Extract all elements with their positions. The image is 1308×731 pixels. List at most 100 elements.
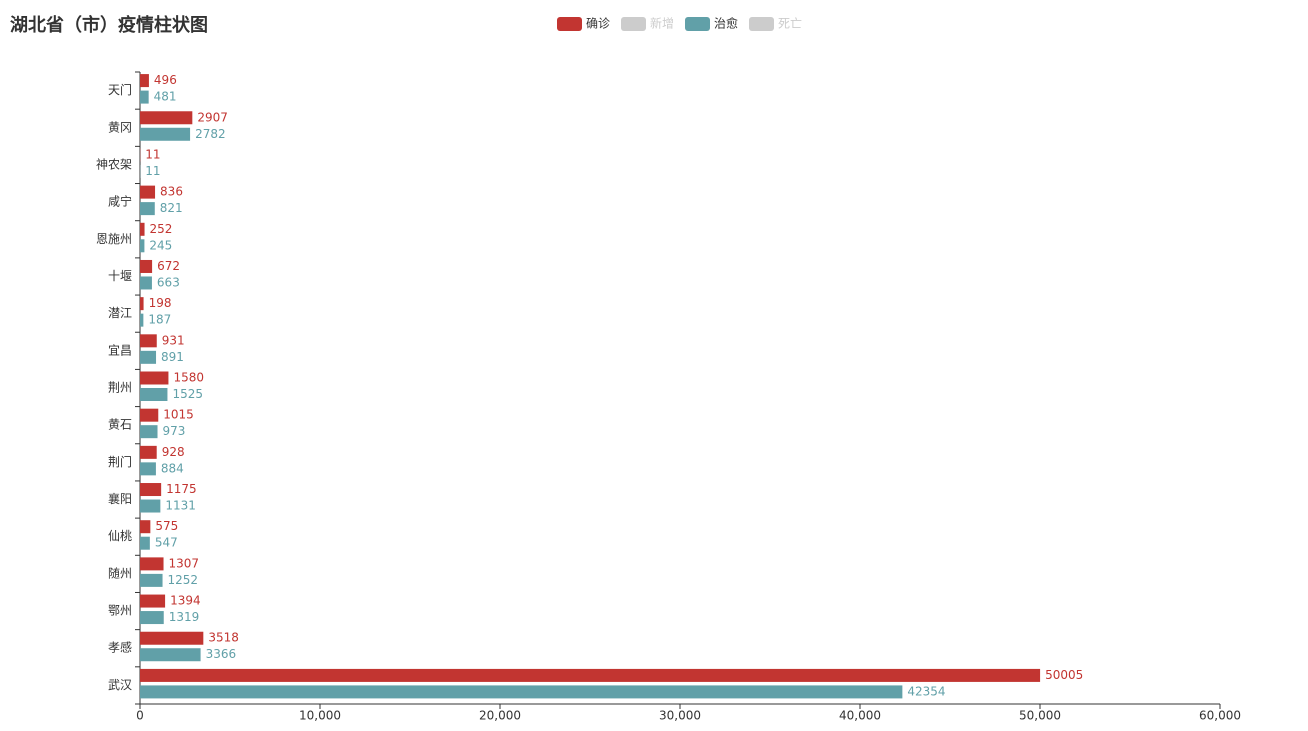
bar bbox=[140, 127, 191, 141]
bar bbox=[140, 425, 158, 439]
bar bbox=[140, 313, 144, 327]
bar bbox=[140, 276, 152, 290]
bar bbox=[140, 202, 155, 216]
y-tick-label: 鄂州 bbox=[108, 604, 132, 618]
bar bbox=[140, 573, 163, 587]
bar bbox=[140, 462, 156, 476]
x-tick-label: 60,000 bbox=[1199, 709, 1241, 723]
data-label: 1319 bbox=[169, 610, 200, 624]
data-label: 1525 bbox=[172, 387, 203, 401]
bar bbox=[140, 388, 168, 401]
chart-title: 湖北省（市）疫情柱状图 bbox=[10, 14, 208, 36]
data-label: 928 bbox=[162, 445, 185, 459]
bar bbox=[140, 259, 153, 273]
y-tick-label: 咸宁 bbox=[108, 194, 132, 209]
bar bbox=[140, 445, 157, 459]
data-label: 2907 bbox=[197, 110, 228, 124]
bar bbox=[140, 334, 157, 348]
y-tick-label: 潜江 bbox=[108, 306, 132, 320]
data-label: 3518 bbox=[208, 631, 239, 645]
data-label: 42354 bbox=[907, 684, 945, 698]
data-label: 1175 bbox=[166, 482, 197, 496]
y-tick-label: 天门 bbox=[108, 82, 132, 97]
y-tick-label: 恩施州 bbox=[96, 232, 132, 246]
bar bbox=[140, 557, 164, 571]
y-tick-label: 荆门 bbox=[108, 454, 132, 469]
y-tick-label: 武汉 bbox=[108, 678, 132, 692]
bar bbox=[140, 631, 204, 645]
legend-label[interactable]: 治愈 bbox=[714, 16, 738, 31]
bar bbox=[140, 483, 162, 497]
y-tick-label: 孝感 bbox=[108, 640, 132, 655]
legend-icon[interactable] bbox=[557, 17, 582, 31]
legend-label[interactable]: 死亡 bbox=[778, 17, 802, 31]
y-tick-label: 襄阳 bbox=[108, 491, 132, 506]
data-label: 496 bbox=[154, 73, 177, 87]
data-label: 821 bbox=[160, 201, 183, 215]
data-label: 931 bbox=[162, 333, 185, 347]
data-label: 672 bbox=[157, 259, 180, 273]
data-label: 973 bbox=[163, 424, 186, 438]
data-label: 1580 bbox=[173, 371, 204, 385]
data-label: 1307 bbox=[169, 556, 200, 570]
bar bbox=[140, 350, 157, 364]
bar bbox=[140, 685, 903, 699]
data-label: 2782 bbox=[195, 127, 226, 141]
data-label: 891 bbox=[161, 350, 184, 364]
bar bbox=[140, 185, 156, 199]
bar bbox=[140, 297, 144, 311]
data-label: 3366 bbox=[206, 647, 237, 661]
y-tick-label: 十堰 bbox=[108, 269, 132, 283]
legend-label[interactable]: 确诊 bbox=[586, 17, 610, 31]
data-label: 1015 bbox=[163, 408, 194, 422]
data-label: 1394 bbox=[170, 594, 201, 608]
data-label: 198 bbox=[149, 296, 172, 310]
y-tick-label: 黄石 bbox=[108, 418, 132, 432]
y-tick-label: 荆州 bbox=[108, 381, 132, 395]
data-label: 245 bbox=[149, 238, 172, 252]
data-label: 481 bbox=[154, 90, 177, 104]
data-label: 50005 bbox=[1045, 668, 1083, 682]
data-label: 187 bbox=[148, 313, 171, 327]
bar bbox=[140, 520, 151, 534]
x-tick-label: 20,000 bbox=[479, 709, 521, 723]
y-tick-label: 随州 bbox=[108, 565, 132, 580]
y-tick-label: 黄冈 bbox=[108, 120, 132, 134]
bar bbox=[140, 74, 149, 88]
data-label: 663 bbox=[157, 275, 180, 289]
bar bbox=[140, 222, 145, 236]
data-label: 884 bbox=[161, 461, 184, 475]
x-tick-label: 40,000 bbox=[839, 709, 881, 723]
x-tick-label: 50,000 bbox=[1019, 709, 1061, 723]
bar bbox=[140, 499, 161, 513]
bar bbox=[140, 536, 150, 550]
data-label: 836 bbox=[160, 185, 183, 199]
x-tick-label: 0 bbox=[136, 709, 144, 723]
data-label: 1131 bbox=[165, 499, 196, 513]
y-tick-label: 宜昌 bbox=[108, 342, 132, 357]
x-tick-label: 10,000 bbox=[299, 709, 341, 723]
bar bbox=[140, 90, 149, 104]
bar bbox=[140, 648, 201, 662]
data-label: 1252 bbox=[168, 573, 199, 587]
bar bbox=[140, 371, 169, 385]
data-label: 11 bbox=[145, 147, 160, 161]
bar bbox=[140, 408, 159, 422]
y-tick-label: 仙桃 bbox=[108, 528, 132, 543]
data-label: 11 bbox=[145, 164, 160, 178]
y-tick-label: 神农架 bbox=[96, 157, 132, 171]
data-label: 575 bbox=[155, 519, 178, 533]
bar bbox=[140, 239, 145, 253]
bar bbox=[140, 111, 193, 125]
bar bbox=[140, 668, 1041, 682]
bar bbox=[140, 611, 164, 625]
data-label: 252 bbox=[150, 222, 173, 236]
data-label: 547 bbox=[155, 536, 178, 550]
legend-icon[interactable] bbox=[749, 17, 774, 31]
legend-icon[interactable] bbox=[685, 17, 710, 31]
x-tick-label: 30,000 bbox=[659, 709, 701, 723]
legend-icon[interactable] bbox=[621, 17, 646, 31]
bar bbox=[140, 594, 166, 608]
legend-label[interactable]: 新增 bbox=[650, 16, 674, 31]
